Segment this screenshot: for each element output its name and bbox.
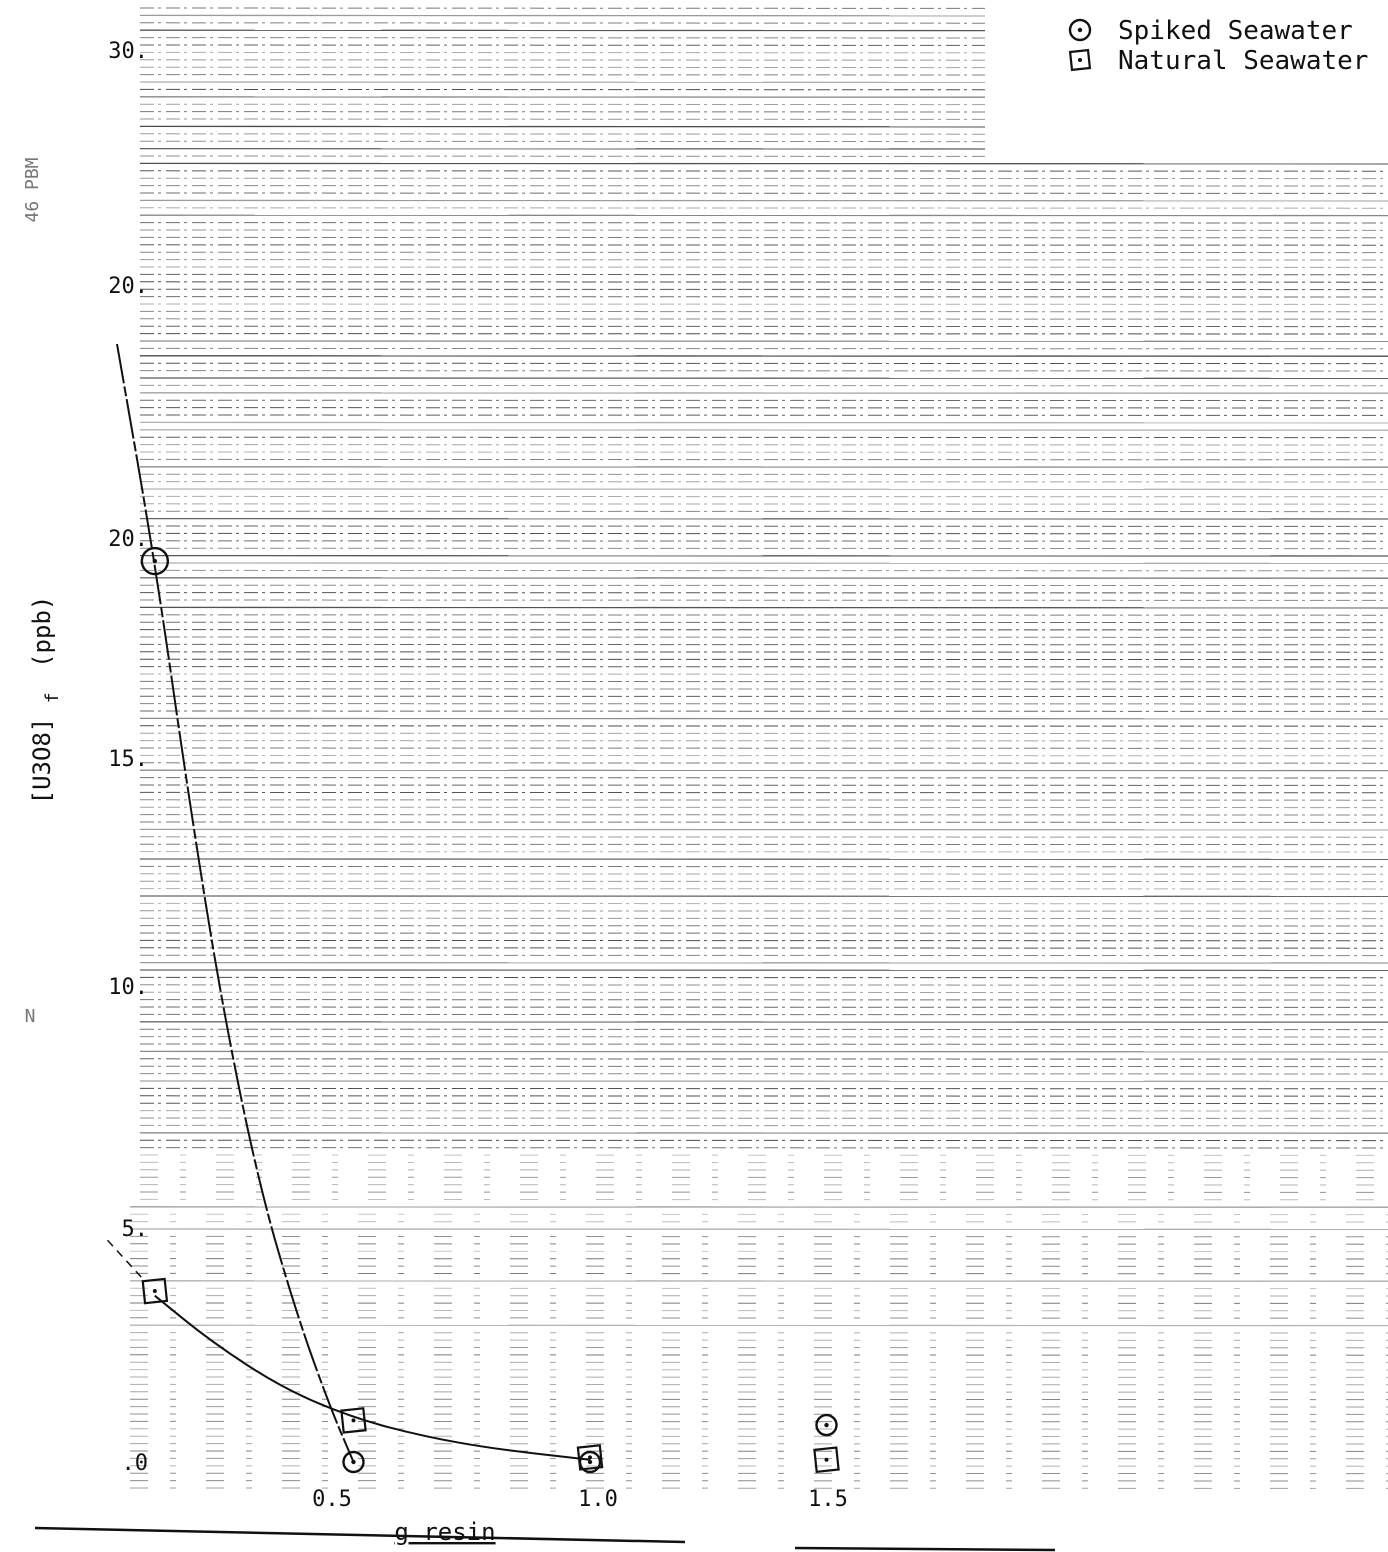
bottom-rule-right xyxy=(794,1546,1056,1552)
y-tick-label: 30. xyxy=(108,39,148,64)
y-axis-ticks: .0 5. 10. 15. 20. 20. 30. xyxy=(108,39,148,1476)
x-axis-ticks: 0.5 1.0 1.5 xyxy=(312,1487,848,1512)
y-tick-label: 10. xyxy=(108,975,148,1000)
spiked-point xyxy=(140,546,170,576)
margin-text-top: 46 PBM xyxy=(22,157,43,222)
data-points xyxy=(140,546,840,1474)
y-axis-label: [U3O8] f (ppb) xyxy=(28,596,64,805)
svg-text:[U3O8] f (ppb): [U3O8] f (ppb) xyxy=(28,596,64,805)
natural-point xyxy=(813,1446,840,1473)
natural-curve xyxy=(154,1294,591,1461)
natural-point xyxy=(340,1407,367,1434)
natural-extrapolation xyxy=(106,1239,146,1282)
x-tick-label: 0.5 xyxy=(312,1487,352,1512)
y-axis-label-main: [U3O8] xyxy=(28,718,56,805)
y-axis-label-unit: (ppb) xyxy=(28,596,56,668)
fit-curves xyxy=(106,343,591,1463)
spiked-point xyxy=(815,1413,838,1437)
bottom-rule-left xyxy=(34,1526,686,1544)
y-tick-label: 15. xyxy=(108,747,148,772)
y-axis-label-sub: f xyxy=(42,692,63,703)
natural-point xyxy=(576,1444,604,1471)
x-tick-label: 1.0 xyxy=(578,1487,618,1512)
legend-natural-label: Natural Seawater xyxy=(1118,46,1368,76)
x-axis-label: g resin xyxy=(394,1518,495,1546)
y-tick-label: 20. xyxy=(108,527,148,552)
margin-text-bottom: N xyxy=(25,1006,36,1027)
spiked-curve xyxy=(116,343,355,1463)
legend-natural-marker xyxy=(1068,48,1092,72)
x-tick-label: 1.5 xyxy=(808,1487,848,1512)
y-tick-label: 5. xyxy=(122,1217,149,1242)
legend-spiked-marker xyxy=(1068,18,1092,42)
spiked-point xyxy=(342,1450,365,1474)
legend-spiked-label: Spiked Seawater xyxy=(1118,16,1353,46)
y-tick-label: .0 xyxy=(122,1451,149,1476)
y-tick-label: 20. xyxy=(108,274,148,299)
scan-hatch-background xyxy=(129,7,1388,1489)
natural-point xyxy=(141,1277,169,1305)
